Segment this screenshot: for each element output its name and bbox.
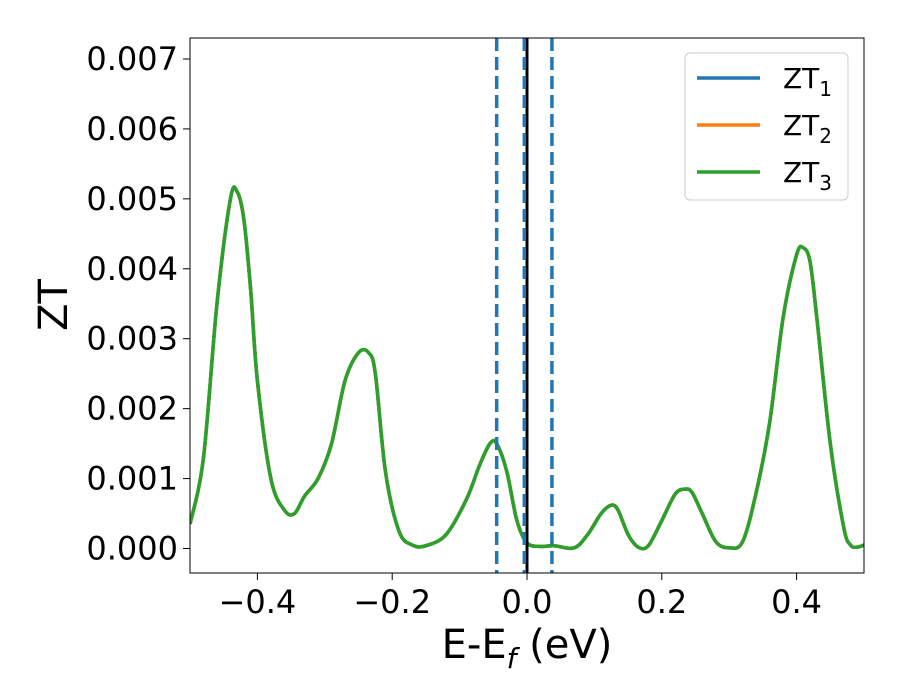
legend-label-zt2: ZT2 [783,109,832,148]
legend-label-zt1: ZT1 [783,62,832,101]
y-tick-label: 0.007 [86,40,178,78]
y-tick-label: 0.002 [86,390,178,428]
y-tick-label: 0.000 [86,530,178,568]
legend: ZT1 ZT2 ZT3 [684,52,849,201]
y-axis-label: ZT [31,279,77,331]
x-tick-label: 0.0 [502,583,553,621]
legend-label-zt3: ZT3 [783,156,832,195]
x-tick-label: −0.2 [353,583,431,621]
x-tick-label: 0.2 [636,583,687,621]
x-axis-label: E-Ef (eV) [442,622,613,675]
vertical-reference-lines [494,38,554,573]
y-axis-ticks: 0.000 0.001 0.002 0.003 0.004 0.005 0.006 0.007 [86,40,190,568]
y-tick-label: 0.001 [86,460,178,498]
y-tick-label: 0.003 [86,320,178,358]
y-tick-label: 0.004 [86,250,178,288]
legend-box [684,52,849,201]
x-tick-label: 0.4 [771,583,822,621]
series-layer [190,185,864,551]
y-tick-label: 0.005 [86,180,178,218]
series-line-zt3 [190,185,864,551]
x-axis-ticks: −0.4 −0.2 0.0 0.2 0.4 [219,573,822,621]
x-tick-label: −0.4 [219,583,297,621]
y-tick-label: 0.006 [86,110,178,148]
